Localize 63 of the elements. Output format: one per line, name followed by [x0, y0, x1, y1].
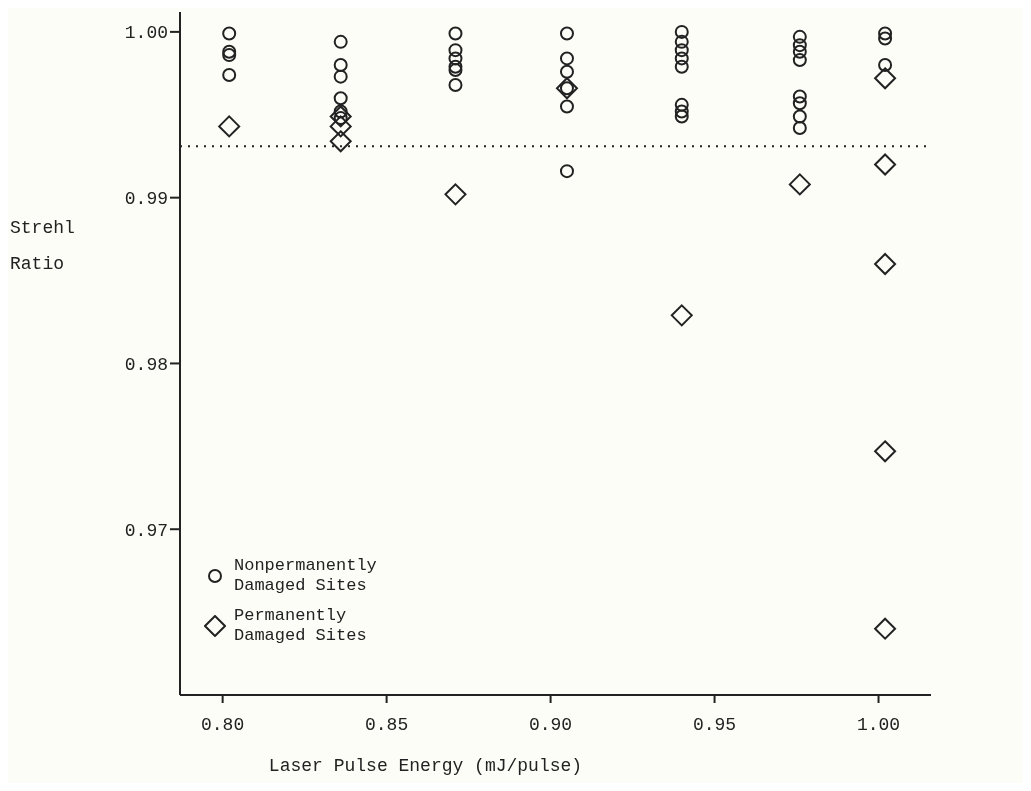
point — [792, 121, 807, 136]
x-axis-title: Laser Pulse Energy (mJ/pulse) — [268, 756, 583, 776]
y-tick-label: 0.98 — [124, 354, 168, 375]
point — [333, 69, 348, 84]
point — [674, 104, 689, 119]
point — [874, 617, 897, 640]
point — [792, 53, 807, 68]
point — [448, 59, 463, 74]
legend-label: Nonpermanently Damaged Sites — [234, 556, 378, 596]
x-tick-label: 0.90 — [528, 714, 573, 735]
point — [559, 26, 574, 41]
point — [874, 153, 897, 176]
point — [559, 64, 574, 79]
point — [333, 34, 348, 49]
point — [333, 91, 348, 106]
point — [559, 99, 574, 114]
point — [222, 26, 237, 41]
point — [222, 48, 237, 63]
point — [674, 24, 689, 39]
point — [674, 59, 689, 74]
point — [218, 115, 241, 138]
point — [448, 43, 463, 58]
point — [792, 38, 807, 53]
point — [448, 26, 463, 41]
point — [222, 68, 237, 82]
point — [788, 173, 811, 196]
point — [792, 29, 807, 44]
point — [792, 96, 807, 111]
y-axis-title: Strehl Ratio — [10, 218, 75, 274]
point — [448, 51, 463, 66]
point — [333, 58, 348, 73]
point — [444, 183, 467, 206]
point — [878, 26, 893, 41]
point — [674, 34, 689, 49]
x-tick-label: 0.80 — [201, 714, 245, 735]
point — [792, 44, 807, 59]
x-tick-label: 0.85 — [365, 714, 409, 735]
point — [674, 43, 689, 58]
point — [222, 44, 237, 59]
point — [329, 130, 352, 153]
point — [559, 51, 574, 66]
point — [874, 252, 897, 275]
point — [329, 115, 352, 138]
point — [674, 51, 689, 66]
y-tick-label: 1.00 — [124, 23, 168, 44]
y-tick-label: 0.97 — [124, 520, 168, 541]
point — [792, 109, 807, 124]
point — [878, 58, 893, 73]
y-tick-label: 0.99 — [124, 189, 168, 210]
point — [448, 63, 463, 78]
point — [670, 304, 693, 327]
point — [874, 440, 897, 463]
point — [874, 67, 897, 90]
point — [674, 97, 689, 112]
point — [559, 164, 574, 179]
x-tick-label: 0.95 — [692, 714, 737, 735]
point — [792, 89, 807, 104]
x-tick-label: 1.00 — [856, 714, 901, 735]
point — [674, 109, 689, 124]
point — [878, 31, 893, 46]
point — [329, 105, 352, 128]
legend-label: Permanently Damaged Sites — [234, 606, 368, 646]
point — [448, 77, 463, 92]
